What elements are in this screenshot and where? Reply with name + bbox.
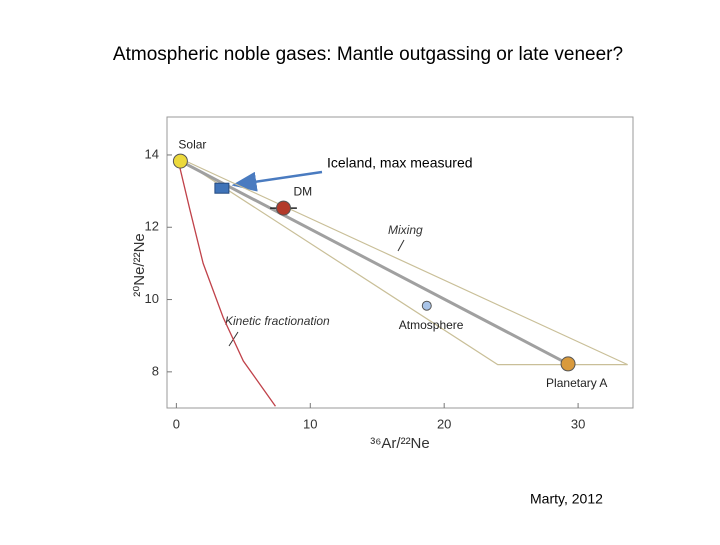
point-label: Atmosphere [399,318,464,332]
x-tick-label: 0 [173,416,180,431]
y-tick-label: 14 [145,146,159,161]
point-label: DM [294,184,313,198]
mixing-line [179,159,569,366]
mixing-label: Mixing [388,223,423,237]
plot-frame [166,116,634,409]
leader [397,239,405,252]
y-tick-label: 8 [152,363,159,378]
point [276,200,291,216]
x-tick-label: 10 [303,416,317,431]
slide-title: Atmospheric noble gases: Mantle outgassi… [113,44,623,65]
kinetic-label: Kinetic fractionation [225,314,330,328]
point [214,182,230,194]
point [172,153,188,169]
x-tick-label: 30 [571,416,585,431]
y-tick-label: 12 [145,219,159,234]
point-label: Planetary A [546,376,607,390]
annotation-arrow [231,170,323,192]
x-tick-label: 20 [437,416,451,431]
kinetic-curve [177,158,276,407]
citation: Marty, 2012 [530,491,603,507]
y-axis-label: ²⁰Ne/²²Ne [131,233,148,297]
y-tick-label: 10 [145,291,159,306]
point [421,300,432,311]
x-axis-label: ³⁶Ar/²²Ne [370,435,430,452]
point [560,356,576,372]
envelope [176,156,628,366]
point-label: Solar [178,137,206,151]
annotation: Iceland, max measured [327,155,473,171]
